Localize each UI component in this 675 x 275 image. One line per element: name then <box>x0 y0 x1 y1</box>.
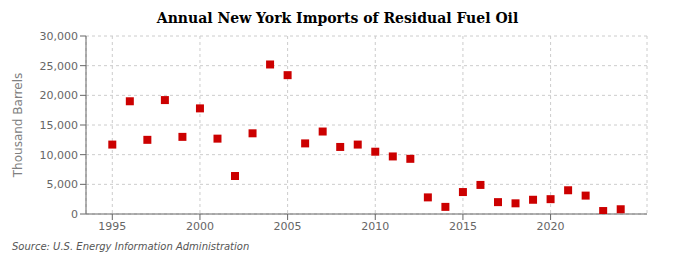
svg-text:5,000: 5,000 <box>47 178 79 191</box>
svg-text:0: 0 <box>71 208 78 221</box>
svg-text:2000: 2000 <box>186 220 214 233</box>
svg-text:30,000: 30,000 <box>40 30 79 43</box>
svg-text:20,000: 20,000 <box>40 89 79 102</box>
svg-text:1995: 1995 <box>98 220 126 233</box>
svg-text:2015: 2015 <box>449 220 477 233</box>
svg-text:25,000: 25,000 <box>40 60 79 73</box>
svg-text:Thousand Barrels: Thousand Barrels <box>11 73 25 178</box>
svg-text:2005: 2005 <box>274 220 302 233</box>
html-text:Annual New York Imports of Res: Annual New York Imports of Residual Fuel… <box>156 10 519 26</box>
svg-text:15,000: 15,000 <box>40 119 79 132</box>
svg-text:10,000: 10,000 <box>40 149 79 162</box>
html-text:Source: U.S. Energy Informatio: Source: U.S. Energy Information Administ… <box>12 241 250 252</box>
svg-text:2010: 2010 <box>361 220 389 233</box>
svg-text:2020: 2020 <box>537 220 565 233</box>
